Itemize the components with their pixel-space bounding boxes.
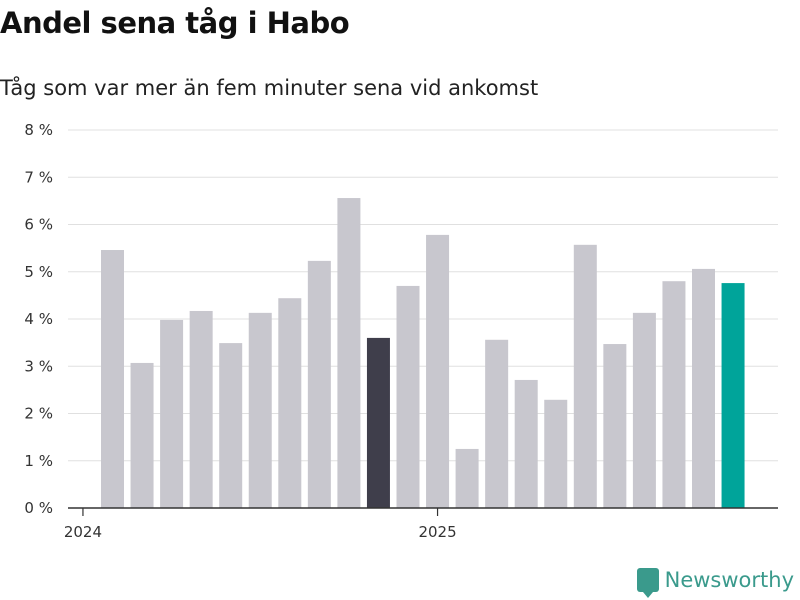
x-tick-label: 2025 [418,523,456,541]
bar-2024-08 [278,298,302,508]
bar-2024-10 [337,198,361,509]
y-tick-label: 8 % [24,121,53,139]
bar-chart-logo-icon [636,568,659,598]
y-tick-label: 1 % [24,452,53,470]
y-tick-label: 0 % [24,499,53,517]
bar-2025-01 [426,234,450,508]
bar-2025-03 [485,339,509,508]
bar-2025-04 [514,379,538,508]
newsworthy-logo: Newsworthy [636,568,794,598]
bar-2024-11 [366,337,390,508]
y-tick-label: 6 % [24,216,53,234]
bar-2024-12 [396,285,420,508]
logo-text: Newsworthy [664,568,794,592]
bar-2025-08 [632,312,656,508]
bar-2025-07 [603,344,627,508]
bar-2024-07 [248,312,272,508]
bar-2024-04 [160,319,184,508]
bar-2025-05 [544,399,568,508]
bar-2025-09 [662,281,686,508]
x-tick-label: 2024 [64,523,102,541]
y-tick-label: 7 % [24,168,53,186]
bar-2024-05 [189,310,213,508]
y-tick-label: 4 % [24,310,53,328]
bar-2025-10 [692,268,715,508]
bar-2025-02 [455,448,479,508]
bar-2024-09 [307,260,331,508]
y-tick-label: 2 % [24,405,53,423]
bar-2024-03 [130,362,154,508]
chart-title: Andel sena tåg i Habo [0,6,350,40]
chart-subtitle: Tåg som var mer än fem minuter sena vid … [0,76,539,100]
y-tick-label: 3 % [24,357,53,375]
bar-2024-02 [101,250,124,508]
y-tick-label: 5 % [24,263,53,281]
bar-2025-11 [721,283,745,508]
bar-2024-06 [219,343,243,508]
bar-2025-06 [573,244,597,508]
